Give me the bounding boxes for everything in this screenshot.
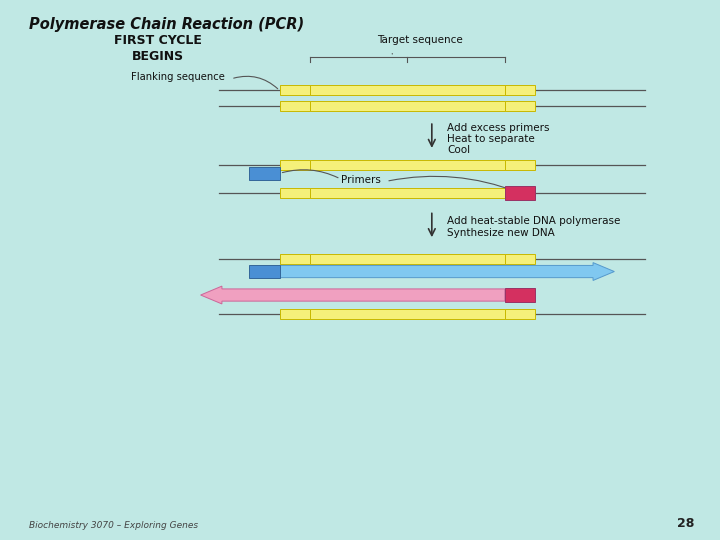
Bar xyxy=(505,309,535,319)
FancyArrow shape xyxy=(201,286,505,304)
Text: Synthesize new DNA: Synthesize new DNA xyxy=(447,228,555,238)
Text: Heat to separate: Heat to separate xyxy=(447,134,535,144)
Bar xyxy=(505,188,535,198)
Text: Polymerase Chain Reaction (PCR): Polymerase Chain Reaction (PCR) xyxy=(29,17,304,32)
Bar xyxy=(280,188,310,198)
Bar xyxy=(310,85,505,95)
Bar xyxy=(505,288,535,302)
FancyArrow shape xyxy=(280,262,614,280)
Text: Target sequence: Target sequence xyxy=(377,36,463,45)
Bar xyxy=(310,254,505,264)
Bar xyxy=(280,309,310,319)
Text: Primers: Primers xyxy=(341,176,380,185)
Bar xyxy=(505,85,535,95)
Bar xyxy=(310,101,505,111)
Bar xyxy=(280,101,310,111)
Bar xyxy=(280,254,310,264)
Bar xyxy=(505,160,535,170)
Bar xyxy=(505,101,535,111)
Bar xyxy=(505,254,535,264)
Bar xyxy=(280,160,310,170)
Text: FIRST CYCLE: FIRST CYCLE xyxy=(114,34,202,47)
Bar xyxy=(310,309,505,319)
Bar xyxy=(310,188,505,198)
Bar xyxy=(310,160,505,170)
Text: 28: 28 xyxy=(678,517,695,530)
Bar xyxy=(249,265,280,278)
Text: Add excess primers: Add excess primers xyxy=(447,123,549,133)
Text: BEGINS: BEGINS xyxy=(132,50,184,63)
Bar xyxy=(280,85,310,95)
Bar xyxy=(249,167,280,180)
Text: Cool: Cool xyxy=(447,145,470,155)
Text: Flanking sequence: Flanking sequence xyxy=(130,72,225,82)
Text: Biochemistry 3070 – Exploring Genes: Biochemistry 3070 – Exploring Genes xyxy=(29,521,198,530)
Bar xyxy=(505,186,535,200)
Text: Add heat-stable DNA polymerase: Add heat-stable DNA polymerase xyxy=(447,216,621,226)
